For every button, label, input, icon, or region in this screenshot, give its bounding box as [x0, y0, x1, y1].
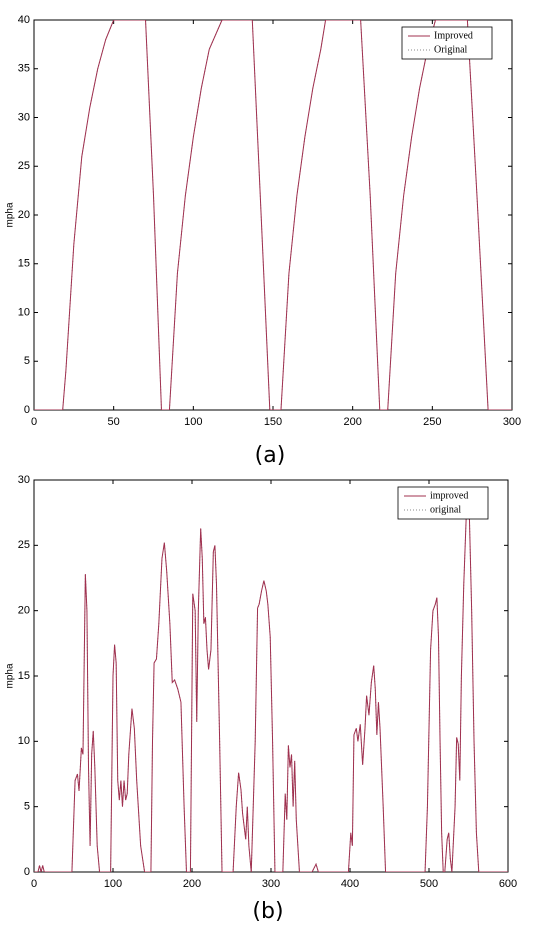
plot-area — [33, 19, 513, 411]
y-tick-label: 20 — [18, 209, 30, 221]
y-tick-label: 0 — [24, 404, 30, 416]
y-tick-label: 15 — [18, 670, 30, 682]
y-tick-label: 20 — [18, 605, 30, 617]
y-tick-label: 0 — [24, 866, 30, 878]
series-line — [34, 506, 508, 872]
x-tick-label: 300 — [262, 878, 280, 890]
y-tick-label: 35 — [18, 63, 30, 75]
x-tick-label: 200 — [343, 416, 361, 428]
y-tick-label: 25 — [18, 539, 30, 551]
y-tick-label: 10 — [18, 735, 30, 747]
y-tick-label: 5 — [24, 355, 30, 367]
y-tick-label: 5 — [24, 801, 30, 813]
y-tick-label: 10 — [18, 306, 30, 318]
y-tick-label: 25 — [18, 160, 30, 172]
panel: 0 100 200 300 400 500 600 0 5 10 15 20 25 30 mpha impro… — [5, 474, 518, 924]
x-tick-label: 100 — [184, 416, 202, 428]
lines — [34, 20, 512, 410]
caption: (a) — [255, 443, 286, 468]
y-axis-label: mpha — [5, 663, 16, 688]
caption: (b) — [252, 899, 283, 924]
legend-label: Improved — [434, 30, 473, 41]
y-tick-label: 15 — [18, 258, 30, 270]
x-tick-label: 0 — [31, 878, 37, 890]
lines — [34, 506, 508, 872]
x-tick-label: 0 — [31, 416, 37, 428]
series-line — [34, 20, 512, 410]
x-tick-label: 100 — [104, 878, 122, 890]
x-tick-label: 300 — [503, 416, 521, 428]
x-tick-label: 150 — [264, 416, 282, 428]
x-tick-label: 400 — [341, 878, 359, 890]
y-tick-label: 30 — [18, 111, 30, 123]
legend-label: Original — [434, 44, 468, 55]
x-tick-label: 50 — [108, 416, 120, 428]
legend-label: improved — [430, 490, 468, 501]
y-tick-label: 30 — [18, 474, 30, 486]
legend-box — [397, 486, 489, 520]
x-tick-label: 250 — [423, 416, 441, 428]
legend-box — [401, 26, 493, 60]
y-axis-label: mpha — [5, 202, 16, 227]
x-tick-label: 600 — [499, 878, 517, 890]
legend-label: original — [430, 504, 461, 515]
panel: 0 50 100 150 200 250 300 0 5 10 15 20 25 30 35 40 mpha Im… — [5, 14, 522, 468]
y-tick-label: 40 — [18, 14, 30, 26]
x-tick-label: 200 — [183, 878, 201, 890]
x-tick-label: 500 — [420, 878, 438, 890]
